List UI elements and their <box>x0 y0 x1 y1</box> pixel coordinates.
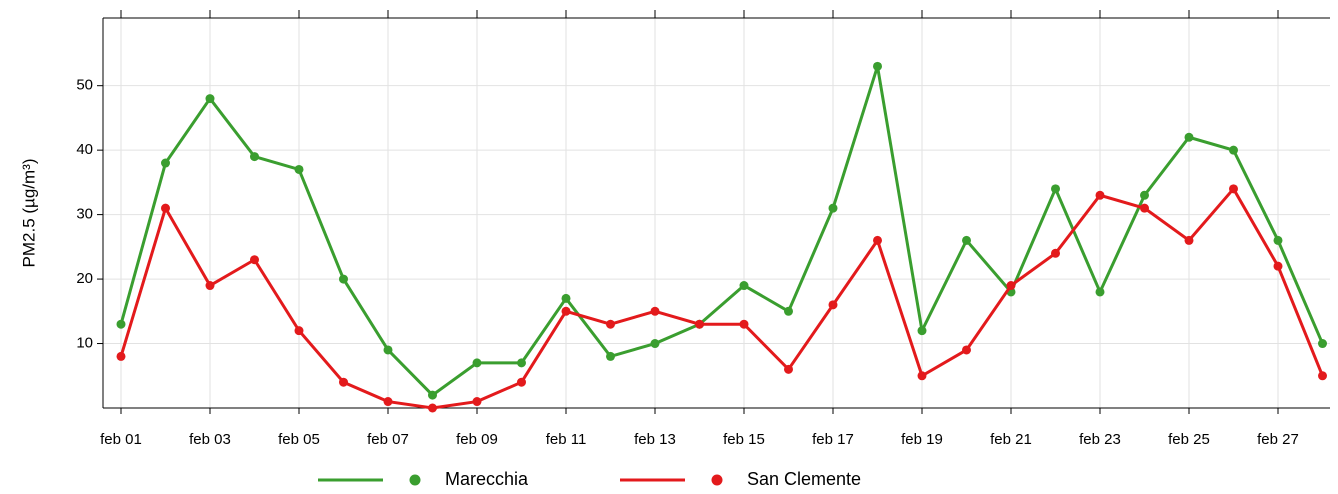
x-tick-label: feb 03 <box>189 431 231 448</box>
data-point <box>472 397 482 407</box>
x-tick-label: feb 15 <box>723 431 765 448</box>
x-tick-label: feb 25 <box>1168 431 1210 448</box>
data-point <box>1229 145 1238 155</box>
data-point <box>517 377 526 387</box>
data-point <box>339 274 348 284</box>
data-point <box>339 377 348 387</box>
data-point <box>739 319 749 329</box>
data-point <box>472 358 482 368</box>
data-point <box>1273 235 1283 245</box>
legend-label: San Clemente <box>747 469 861 489</box>
x-tick-label: feb 17 <box>812 431 854 448</box>
legend-dot <box>711 474 723 486</box>
data-point <box>383 345 393 355</box>
data-point <box>962 235 971 245</box>
series-line <box>119 186 1324 410</box>
data-point <box>962 345 971 355</box>
data-point <box>828 203 838 213</box>
data-point <box>294 326 304 336</box>
data-point <box>650 306 660 316</box>
data-point <box>1184 235 1194 245</box>
data-point <box>917 371 927 381</box>
x-tick-label: feb 19 <box>901 431 943 448</box>
y-tick-label: 30 <box>76 206 93 223</box>
x-tick-label: feb 07 <box>367 431 409 448</box>
data-point <box>606 319 615 329</box>
data-point <box>428 390 437 400</box>
data-point <box>205 281 215 291</box>
data-point <box>1273 261 1283 271</box>
y-axis-label: PM2.5 (µg/m³) <box>19 159 38 268</box>
data-point <box>917 326 927 336</box>
x-tick-label: feb 11 <box>546 431 587 448</box>
x-tick-label: feb 21 <box>990 431 1032 448</box>
data-point <box>116 351 126 361</box>
data-point <box>561 293 571 303</box>
x-tick-label: feb 09 <box>456 431 498 448</box>
legend-label: Marecchia <box>445 469 529 489</box>
legend-dot <box>409 474 421 486</box>
x-tick-label: feb 23 <box>1079 431 1121 448</box>
data-point <box>784 306 793 316</box>
data-point <box>561 306 571 316</box>
data-point <box>517 358 526 368</box>
data-point <box>1051 184 1060 194</box>
data-point <box>1229 184 1238 194</box>
data-point <box>606 351 615 361</box>
data-point <box>205 94 215 104</box>
y-tick-label: 40 <box>76 141 93 158</box>
data-point <box>1140 190 1149 200</box>
data-point <box>116 319 126 329</box>
data-point <box>1095 190 1105 200</box>
y-tick-label: 50 <box>76 77 93 94</box>
data-point <box>294 164 304 174</box>
data-point <box>161 158 170 168</box>
data-point <box>1051 248 1060 258</box>
x-tick-label: feb 27 <box>1257 431 1299 448</box>
data-point <box>695 319 704 329</box>
data-point <box>828 300 838 310</box>
data-point <box>428 403 437 413</box>
data-point <box>1318 339 1327 349</box>
series-line <box>119 65 1324 398</box>
data-point <box>873 61 882 71</box>
data-point <box>1006 281 1016 291</box>
data-point <box>739 281 749 291</box>
data-point <box>250 152 259 162</box>
data-point <box>1184 132 1194 142</box>
x-tick-label: feb 01 <box>100 431 142 448</box>
data-point <box>250 255 259 265</box>
data-point <box>1095 287 1105 297</box>
data-point <box>784 364 793 374</box>
data-point <box>383 397 393 407</box>
data-point <box>161 203 170 213</box>
data-point <box>1318 371 1327 381</box>
x-tick-label: feb 13 <box>634 431 676 448</box>
data-point <box>1140 203 1149 213</box>
y-tick-label: 20 <box>76 270 93 287</box>
data-point <box>873 235 882 245</box>
y-tick-label: 10 <box>76 335 93 352</box>
data-point <box>650 339 660 349</box>
x-tick-label: feb 05 <box>278 431 320 448</box>
